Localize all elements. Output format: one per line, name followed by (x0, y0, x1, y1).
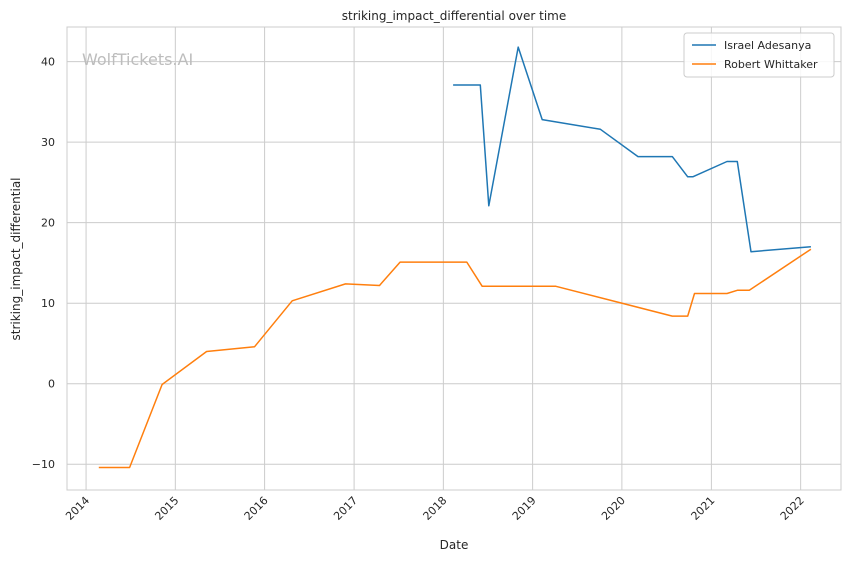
y-tick-label: 10 (41, 297, 55, 310)
series-line-robert-whittaker (98, 248, 812, 469)
legend: Israel Adesanya Robert Whittaker (683, 32, 835, 78)
y-axis-ticks: −10 0 10 20 30 40 (32, 56, 55, 472)
chart-title: striking_impact_differential over time (342, 9, 567, 23)
y-tick-label: 30 (41, 136, 55, 149)
legend-label-robert-whittaker: Robert Whittaker (724, 58, 818, 71)
series-line-israel-adesanya (453, 46, 811, 253)
y-tick-label: 40 (41, 56, 55, 69)
y-axis-label: striking_impact_differential (9, 177, 23, 340)
watermark: WolfTickets.AI (82, 50, 193, 69)
x-axis-label: Date (440, 538, 469, 552)
grid (67, 27, 841, 490)
y-tick-label: 0 (48, 378, 55, 391)
y-tick-label: −10 (32, 458, 55, 471)
legend-label-israel-adesanya: Israel Adesanya (724, 39, 811, 52)
plot-frame (66, 26, 842, 491)
series-lines (98, 46, 812, 469)
y-tick-label: 20 (41, 217, 55, 230)
legend-box (683, 32, 835, 78)
